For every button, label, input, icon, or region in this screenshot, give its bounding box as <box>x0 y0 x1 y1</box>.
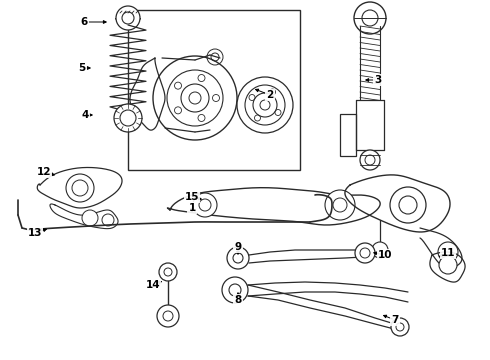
Circle shape <box>355 243 375 263</box>
Text: 14: 14 <box>146 280 160 290</box>
Circle shape <box>399 196 417 214</box>
Circle shape <box>82 210 98 226</box>
Text: 7: 7 <box>392 315 399 325</box>
Circle shape <box>157 305 179 327</box>
Circle shape <box>438 242 458 262</box>
Circle shape <box>102 214 114 226</box>
Circle shape <box>390 187 426 223</box>
Text: 3: 3 <box>374 75 382 85</box>
Text: 15: 15 <box>185 192 199 202</box>
Circle shape <box>360 248 370 258</box>
Circle shape <box>66 174 94 202</box>
Text: 2: 2 <box>267 90 273 100</box>
Circle shape <box>229 284 241 296</box>
Circle shape <box>245 85 285 125</box>
Text: 4: 4 <box>81 110 89 120</box>
Circle shape <box>159 263 177 281</box>
Circle shape <box>72 180 88 196</box>
Circle shape <box>116 6 140 30</box>
Circle shape <box>164 268 172 276</box>
Bar <box>340 114 356 156</box>
Circle shape <box>193 193 217 217</box>
Text: 1: 1 <box>188 203 196 213</box>
Circle shape <box>360 150 380 170</box>
Circle shape <box>227 247 249 269</box>
Text: 13: 13 <box>28 228 42 238</box>
Circle shape <box>325 190 355 220</box>
Text: 8: 8 <box>234 295 242 305</box>
Text: 6: 6 <box>80 17 88 27</box>
Circle shape <box>222 277 248 303</box>
Circle shape <box>199 199 211 211</box>
Circle shape <box>372 242 388 258</box>
Text: 9: 9 <box>234 242 242 252</box>
Circle shape <box>362 10 378 26</box>
Circle shape <box>237 77 293 133</box>
Text: 5: 5 <box>78 63 86 73</box>
Circle shape <box>333 198 347 212</box>
Circle shape <box>391 318 409 336</box>
Circle shape <box>120 110 136 126</box>
Circle shape <box>396 323 404 331</box>
Circle shape <box>354 2 386 34</box>
Circle shape <box>365 155 375 165</box>
Circle shape <box>253 93 277 117</box>
Circle shape <box>439 256 457 274</box>
Circle shape <box>233 253 243 263</box>
Text: 10: 10 <box>378 250 392 260</box>
Text: 12: 12 <box>37 167 51 177</box>
Bar <box>128 10 300 170</box>
Text: 11: 11 <box>441 248 455 258</box>
Circle shape <box>122 12 134 24</box>
Circle shape <box>114 104 142 132</box>
Circle shape <box>260 100 270 110</box>
Circle shape <box>163 311 173 321</box>
